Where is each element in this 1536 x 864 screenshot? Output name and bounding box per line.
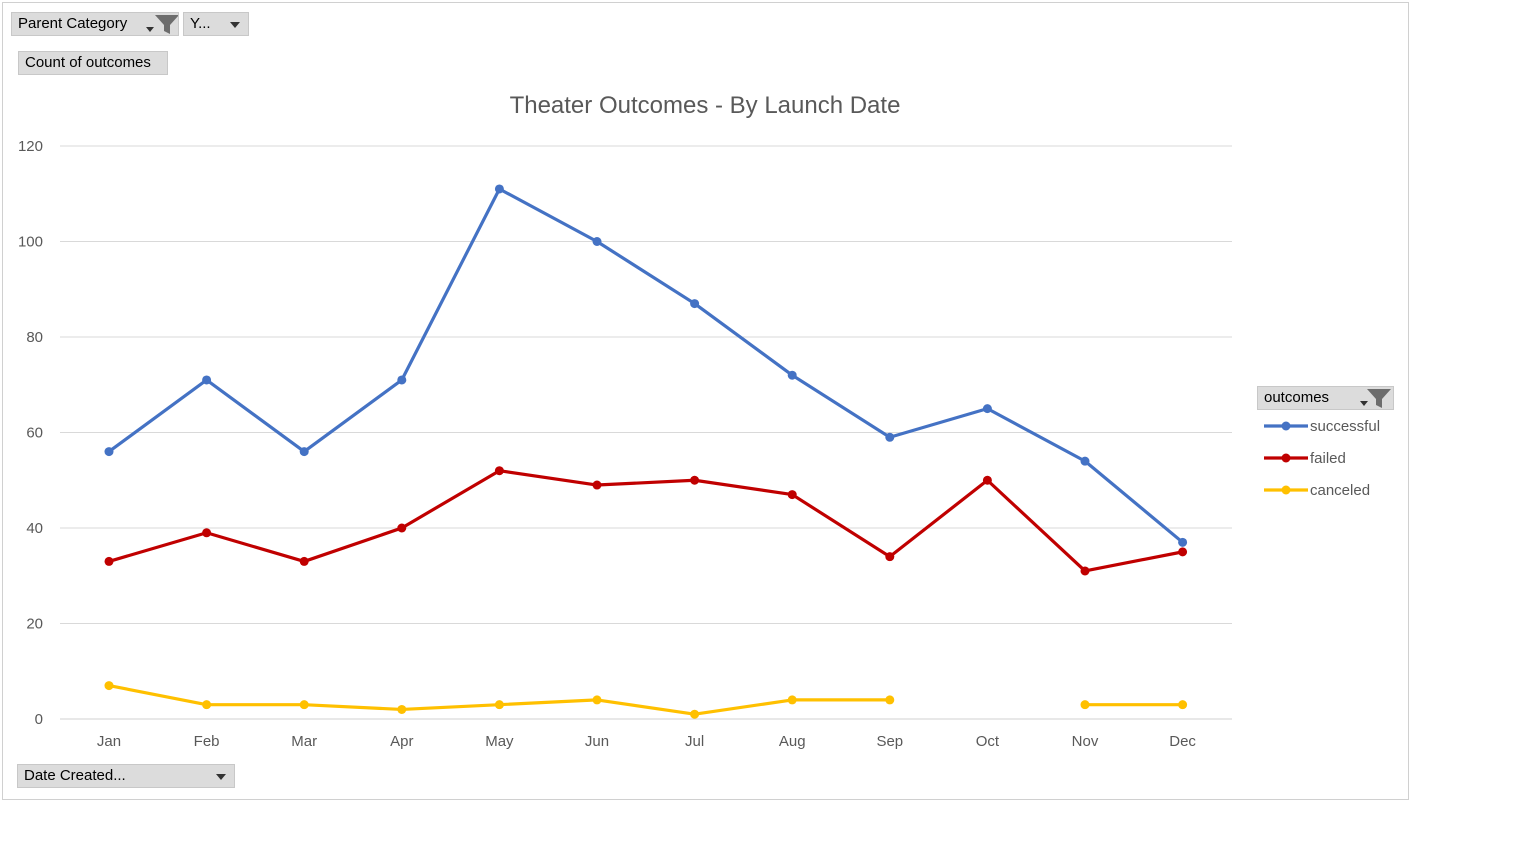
series-line-canceled [107, 683, 1185, 716]
data-point-successful [299, 447, 309, 457]
data-point-canceled [299, 700, 309, 710]
y-tick-label: 0 [35, 711, 43, 728]
sort-arrow-icon [1360, 401, 1368, 406]
data-point-canceled [494, 700, 504, 710]
x-tick-label: Feb [194, 733, 220, 750]
parent-category-label: Parent Category [18, 15, 128, 32]
x-tick-label: Mar [291, 733, 317, 750]
data-point-canceled [1178, 700, 1188, 710]
data-point-successful [397, 375, 407, 385]
dropdown-arrow-icon [216, 774, 226, 780]
data-point-successful [885, 432, 895, 442]
data-point-canceled [787, 695, 797, 705]
filter-funnel-icon [155, 15, 178, 34]
y-tick-label: 120 [18, 138, 43, 155]
data-point-failed [1178, 547, 1188, 557]
y-tick-label: 100 [18, 234, 43, 251]
outcomes-filter-button[interactable]: outcomes [1257, 386, 1394, 410]
sort-arrow-icon [146, 27, 154, 32]
data-point-canceled [690, 709, 700, 719]
data-point-successful [202, 375, 212, 385]
data-point-failed [202, 528, 212, 538]
series-line-successful [107, 187, 1185, 544]
y-tick-label: 60 [26, 425, 43, 442]
filter-funnel-icon [1367, 389, 1391, 408]
data-point-successful [494, 184, 504, 194]
y-tick-label: 80 [26, 329, 43, 346]
x-tick-label: Oct [976, 733, 1000, 750]
date-created-filter-button[interactable]: Date Created... [17, 764, 235, 788]
data-point-canceled [202, 700, 212, 710]
data-point-failed [104, 556, 114, 566]
x-tick-label: Apr [390, 733, 413, 750]
year-label: Y... [190, 15, 211, 32]
data-point-failed [885, 552, 895, 562]
series-line-failed [107, 469, 1185, 573]
year-filter-button[interactable]: Y... [183, 12, 249, 36]
data-point-successful [592, 237, 602, 246]
data-point-failed [397, 523, 407, 533]
x-tick-label: Jan [97, 733, 121, 750]
parent-category-filter-button[interactable]: Parent Category [11, 12, 179, 36]
x-tick-label: Nov [1072, 733, 1099, 750]
x-tick-label: Dec [1169, 733, 1196, 750]
x-tick-label: Aug [779, 733, 806, 750]
y-tick-label: 20 [26, 616, 43, 633]
date-created-label: Date Created... [24, 767, 126, 784]
data-point-successful [1080, 456, 1090, 466]
data-point-successful [982, 404, 992, 414]
x-tick-label: Jun [585, 733, 609, 750]
data-point-successful [690, 299, 700, 309]
data-point-failed [690, 475, 700, 485]
data-point-successful [104, 447, 114, 457]
data-point-failed [1080, 566, 1090, 576]
data-point-canceled [397, 704, 407, 714]
data-point-failed [592, 480, 602, 490]
data-point-successful [787, 370, 797, 380]
data-point-canceled [885, 695, 895, 705]
data-point-failed [494, 466, 504, 476]
chart-title: Theater Outcomes - By Launch Date [509, 92, 901, 119]
x-tick-label: Jul [685, 733, 704, 750]
outcomes-label: outcomes [1264, 389, 1330, 406]
data-point-canceled [1080, 700, 1090, 710]
data-point-failed [982, 475, 992, 485]
dropdown-arrow-icon [230, 22, 240, 28]
data-point-canceled [592, 695, 602, 705]
data-point-failed [787, 490, 797, 500]
data-point-failed [299, 556, 309, 566]
y-tick-label: 40 [26, 520, 43, 537]
data-point-successful [1178, 537, 1188, 547]
data-point-canceled [104, 681, 114, 691]
x-tick-label: May [485, 733, 514, 750]
count-of-outcomes-button[interactable]: Count of outcomes [18, 51, 168, 75]
x-tick-label: Sep [876, 733, 903, 750]
count-of-outcomes-label: Count of outcomes [25, 54, 151, 71]
